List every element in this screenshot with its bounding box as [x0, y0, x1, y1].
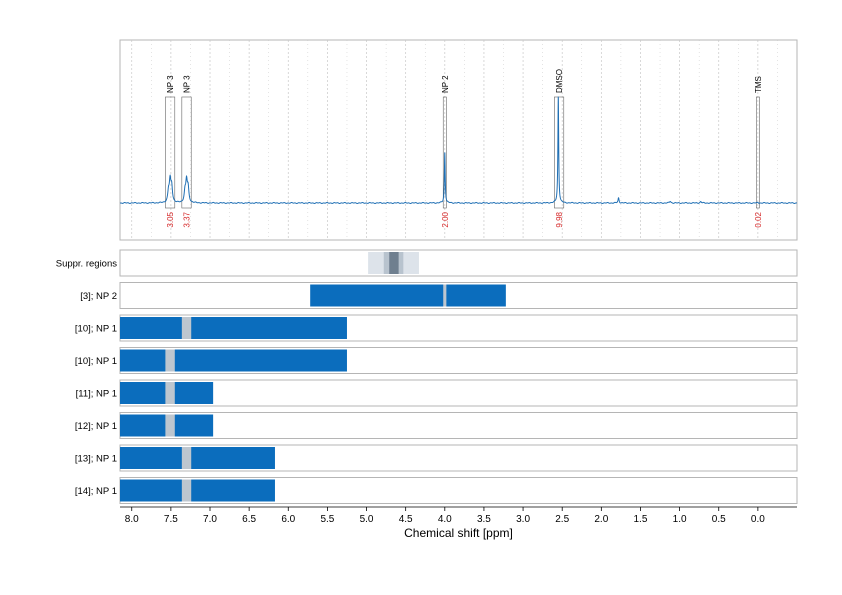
x-tick-label: 2.0	[594, 514, 608, 525]
integral-value: 3.37	[183, 211, 192, 227]
row-label: [14]; NP 1	[75, 486, 117, 497]
x-tick-label: 3.0	[516, 514, 530, 525]
x-axis-title: Chemical shift [ppm]	[404, 526, 513, 540]
coverage-bar	[310, 284, 506, 307]
row-label: [10]; NP 1	[75, 356, 117, 367]
peak-annotation-box	[756, 96, 760, 209]
region-rows: Suppr. regions [3]; NP 2 [10]; NP 1 [10]; N…	[56, 249, 798, 504]
integral-value: 0.02	[754, 211, 763, 227]
peak-annotation-box	[165, 96, 176, 209]
peak-label: NP 2	[441, 75, 450, 93]
coverage-bar	[120, 349, 347, 372]
coverage-gap	[165, 349, 175, 372]
integral-value: 9.98	[555, 211, 564, 227]
coverage-gap	[165, 382, 175, 404]
x-tick-label: 0.0	[751, 514, 765, 525]
spectrum-line	[119, 96, 798, 205]
row-label: [13]; NP 1	[75, 454, 117, 465]
row-label: [3]; NP 2	[80, 291, 117, 302]
coverage-gap	[181, 479, 192, 502]
peak-label: DMSO	[555, 69, 564, 93]
peak-annotation-box	[181, 96, 192, 209]
x-tick-label: 1.5	[634, 514, 648, 525]
suppression-row-frame	[119, 249, 798, 277]
x-tick-label: 7.0	[203, 514, 217, 525]
x-axis: 8.0 7.5 7.0 6.5 6.0 5.5 5.0 4.5 4.0 3.5 3.0 2.5 2.0 1…	[120, 506, 797, 525]
x-tick-label: 7.5	[164, 514, 178, 525]
coverage-gap	[443, 284, 447, 307]
x-tick-label: 3.5	[477, 514, 491, 525]
x-tick-label: 2.5	[555, 514, 569, 525]
coverage-gap	[181, 317, 192, 339]
coverage-bar	[120, 479, 275, 502]
row-label: [12]; NP 1	[75, 421, 117, 432]
x-tick-label: 0.5	[712, 514, 726, 525]
x-tick-label: 4.0	[438, 514, 452, 525]
integral-value: 2.00	[441, 211, 450, 227]
peak-label: NP 3	[183, 75, 192, 93]
x-tick-label: 6.0	[281, 514, 295, 525]
x-tick-label: 6.5	[242, 514, 256, 525]
x-tick-label: 8.0	[125, 514, 139, 525]
integral-value: 3.05	[166, 211, 175, 227]
row-label: [11]; NP 1	[76, 389, 117, 400]
spectrum-panel: NP 3 3.05 NP 3 3.37 NP 2 2.00 DMSO 9.98 TMS 0.02	[119, 39, 798, 241]
row-frame	[119, 412, 798, 439]
peak-annotation-box	[442, 96, 447, 209]
x-tick-label: 5.0	[360, 514, 374, 525]
coverage-bar	[120, 317, 347, 339]
spectrum-frame	[119, 39, 798, 241]
peak-label: TMS	[754, 76, 763, 93]
x-tick-label: 5.5	[320, 514, 334, 525]
row-label: Suppr. regions	[56, 259, 118, 270]
coverage-bar	[120, 447, 275, 469]
x-tick-label: 4.5	[399, 514, 413, 525]
row-frame	[119, 379, 798, 407]
peak-annotation-box	[554, 96, 565, 209]
suppression-band	[389, 252, 399, 274]
coverage-gap	[165, 414, 175, 437]
x-tick-label: 1.0	[673, 514, 687, 525]
peak-label: NP 3	[166, 75, 175, 93]
coverage-gap	[181, 447, 192, 469]
row-label: [10]; NP 1	[75, 324, 117, 335]
